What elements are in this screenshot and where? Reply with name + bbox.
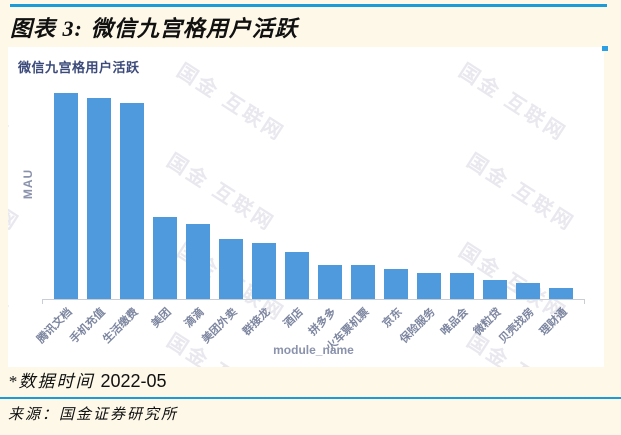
bar [549, 287, 573, 299]
x-axis-label: module_name [273, 343, 354, 357]
source-line: 来源：国金证券研究所 [8, 407, 179, 423]
footnote-date: 2022-05 [100, 371, 167, 391]
bar [450, 273, 474, 299]
top-divider-rule [10, 4, 607, 7]
bar [384, 269, 408, 299]
panel-corner-marker [602, 46, 608, 51]
bar [54, 93, 78, 299]
bar [483, 280, 507, 299]
chart-panel: 国金 互联网 国金 互联网 国金 互联网 国金 互联网 国金 互联网 国金 互联… [8, 47, 604, 367]
footnote-label: *数据时间 [8, 372, 95, 391]
bottom-divider-rule [0, 397, 621, 399]
chart-title: 微信九宫格用户活跃 [18, 60, 140, 75]
bar [252, 243, 276, 299]
figure-heading: 图表 3: 微信九宫格用户活跃 [10, 11, 298, 43]
bar [318, 265, 342, 299]
bar [153, 216, 177, 299]
bar [219, 239, 243, 299]
bar [87, 98, 111, 299]
bar [351, 265, 375, 299]
bar [186, 223, 210, 299]
watermark-text: 国金 互联网 [8, 60, 14, 146]
figure-number-label: 图表 3: [10, 16, 83, 41]
bar [516, 282, 540, 299]
figure-title: 微信九宫格用户活跃 [90, 16, 298, 41]
bar [285, 251, 309, 299]
y-axis-label: MAU [21, 168, 35, 200]
bar [120, 103, 144, 299]
bars [42, 93, 585, 299]
plot-area [42, 93, 585, 304]
footnote: *数据时间 2022-05 [8, 367, 167, 392]
watermark-text: 国金 互联网 [8, 240, 14, 326]
bar [417, 273, 441, 299]
